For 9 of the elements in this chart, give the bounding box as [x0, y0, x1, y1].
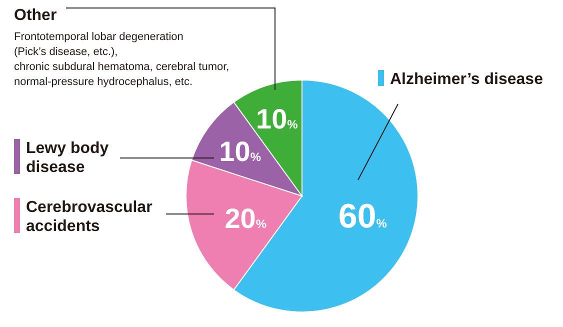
data-label: 60% — [338, 198, 388, 236]
data-label: 10% — [256, 104, 298, 135]
data-label: 10% — [219, 136, 262, 167]
text: Frontotemporal lobar degeneration (Pick’s disease, etc.), chronic subdural hematoma, cerebral tumor, normal-pressure hydrocephalus, etc. — [14, 31, 230, 88]
legend-label: Cerebrovascular accidents — [26, 199, 152, 235]
legend-label: Lewy body disease — [26, 140, 109, 176]
data-label: 20% — [224, 203, 267, 234]
legend-label: Alzheimer’s disease — [390, 71, 544, 88]
slice-label: Other — [14, 7, 57, 24]
